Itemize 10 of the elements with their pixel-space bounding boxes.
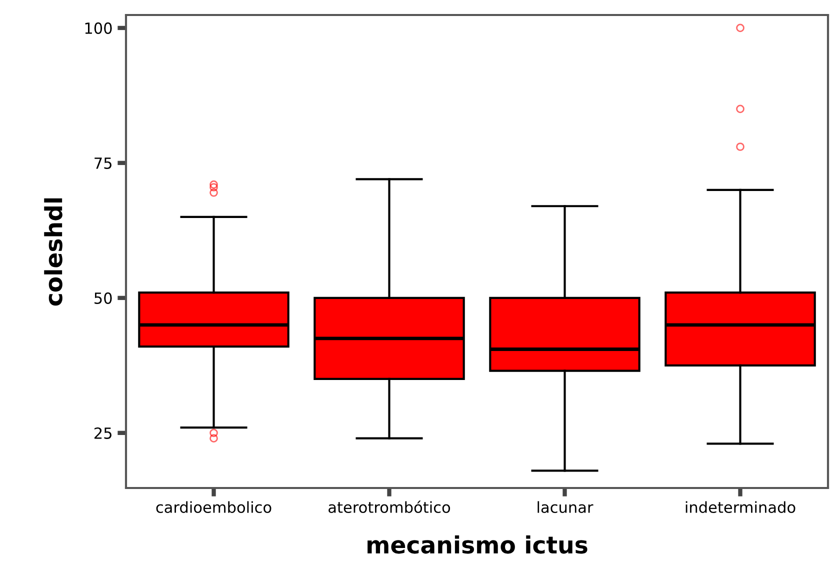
y-tick-label: 100: [85, 22, 112, 34]
y-axis-title: coleshdl: [44, 198, 62, 306]
x-tick-label: aterotrombótico: [328, 500, 450, 514]
x-tick-label: cardioembolico: [156, 501, 272, 514]
x-tick-label: lacunar: [538, 501, 594, 514]
y-tick-label: 50: [94, 292, 112, 304]
y-tick-label: 25: [94, 427, 112, 439]
x-tick-label: indeterminado: [686, 501, 796, 514]
y-tick-label: 75: [94, 158, 112, 169]
x-axis-title: mecanismo ictus: [368, 535, 588, 554]
